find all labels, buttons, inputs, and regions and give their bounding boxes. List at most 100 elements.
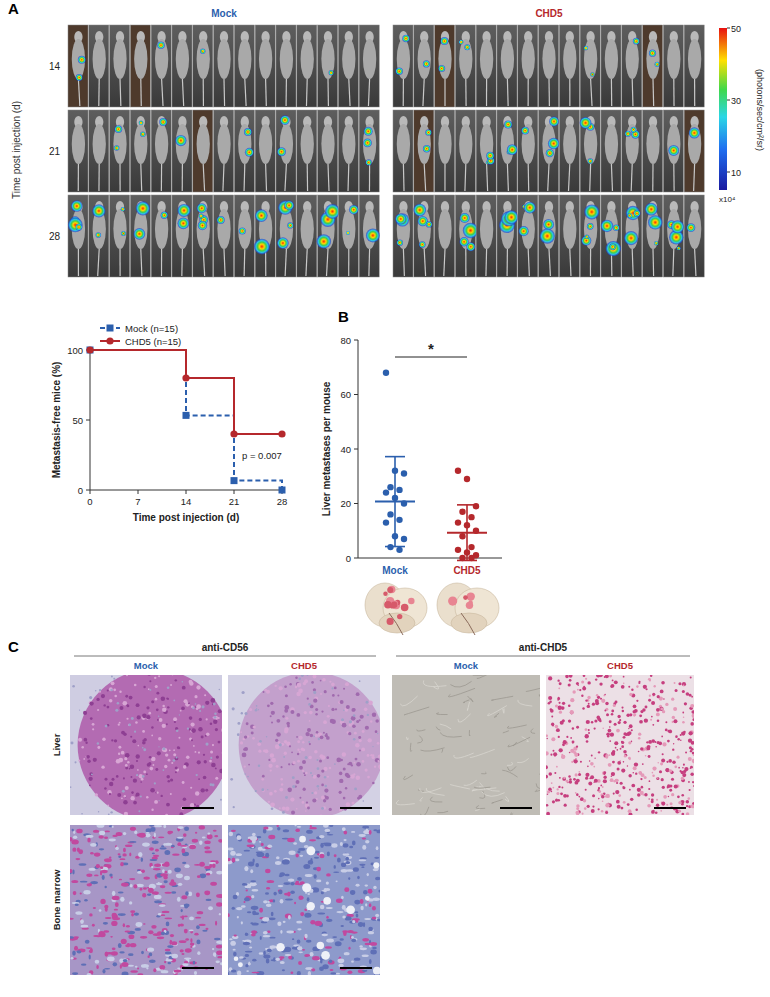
cell	[323, 799, 326, 802]
km-line	[90, 350, 282, 434]
cell	[133, 801, 137, 805]
cell	[278, 885, 284, 887]
cell	[75, 911, 82, 915]
cell	[115, 902, 119, 907]
mouse-tail	[507, 164, 509, 191]
cell	[309, 827, 317, 829]
cell	[154, 800, 158, 804]
cell	[263, 750, 266, 753]
cell	[162, 724, 166, 728]
cell	[209, 862, 216, 864]
cell	[126, 675, 128, 676]
cell	[197, 911, 204, 914]
cell	[142, 741, 146, 745]
cell	[309, 711, 313, 715]
cell	[270, 753, 274, 757]
cell	[334, 686, 337, 689]
point	[455, 519, 461, 525]
cell	[113, 688, 116, 691]
cell	[114, 695, 117, 698]
cell	[130, 910, 135, 913]
cell	[83, 758, 85, 760]
cell	[71, 958, 76, 960]
cell	[326, 916, 329, 919]
cell	[237, 733, 240, 736]
label: Metastasis-free mice (%)	[51, 362, 62, 479]
cell	[316, 731, 319, 734]
cell	[123, 923, 125, 927]
x-axis	[358, 558, 502, 559]
cell	[295, 686, 297, 688]
cell	[320, 905, 324, 909]
mean-line	[447, 532, 487, 534]
cell	[151, 866, 153, 868]
label: Bone marrow	[51, 869, 62, 930]
cell	[305, 810, 307, 812]
cell	[341, 759, 343, 761]
cell	[154, 900, 162, 903]
mouse-image	[193, 25, 213, 107]
label: CHD5	[453, 565, 481, 576]
mouse-body	[301, 39, 314, 79]
mouse-frame	[435, 25, 455, 107]
signal	[440, 37, 448, 45]
signal	[585, 235, 589, 239]
mouse-body	[563, 209, 576, 249]
cell	[194, 971, 197, 975]
cell	[189, 716, 193, 720]
cell	[193, 961, 195, 965]
signal	[115, 125, 123, 133]
mouse-tail	[485, 249, 487, 276]
cell	[222, 751, 223, 754]
cell	[257, 742, 261, 746]
mouse-frame	[684, 195, 704, 277]
mouse-image	[518, 25, 538, 107]
mouse-image	[130, 110, 150, 192]
cell	[196, 893, 200, 898]
cell	[105, 917, 112, 919]
cell	[326, 873, 331, 876]
cell	[72, 950, 76, 955]
cell	[146, 832, 150, 834]
cell	[314, 791, 317, 794]
cell	[266, 690, 270, 694]
cell	[77, 847, 80, 851]
cell	[349, 723, 352, 726]
mouse-tail	[306, 79, 308, 106]
signal	[396, 213, 409, 226]
cell	[295, 828, 299, 832]
cell	[72, 972, 78, 975]
cell	[184, 876, 190, 881]
mouse-tail	[444, 164, 445, 191]
cell	[147, 948, 154, 952]
mouse-image	[276, 195, 296, 277]
signal	[460, 213, 470, 223]
mouse-tail	[465, 79, 466, 106]
cell	[143, 887, 147, 890]
cell	[171, 891, 176, 893]
cell	[244, 747, 248, 751]
cell	[305, 772, 307, 774]
cell	[191, 739, 193, 741]
signal	[75, 224, 82, 231]
cell	[206, 928, 209, 930]
cell	[348, 732, 351, 735]
mouse-image	[338, 195, 358, 277]
cell	[149, 756, 152, 759]
cell	[121, 731, 125, 735]
label: 60	[340, 389, 351, 400]
cell	[170, 778, 173, 781]
signal	[402, 35, 410, 43]
cell	[112, 825, 114, 827]
mouse-image	[89, 110, 109, 192]
cell	[364, 708, 368, 712]
cell	[158, 746, 159, 747]
signal	[217, 216, 225, 224]
cell	[164, 850, 170, 855]
cell	[271, 711, 275, 715]
cell	[184, 699, 188, 703]
cell	[72, 870, 74, 875]
cell	[266, 958, 270, 963]
cell	[143, 686, 145, 688]
point	[455, 547, 461, 553]
